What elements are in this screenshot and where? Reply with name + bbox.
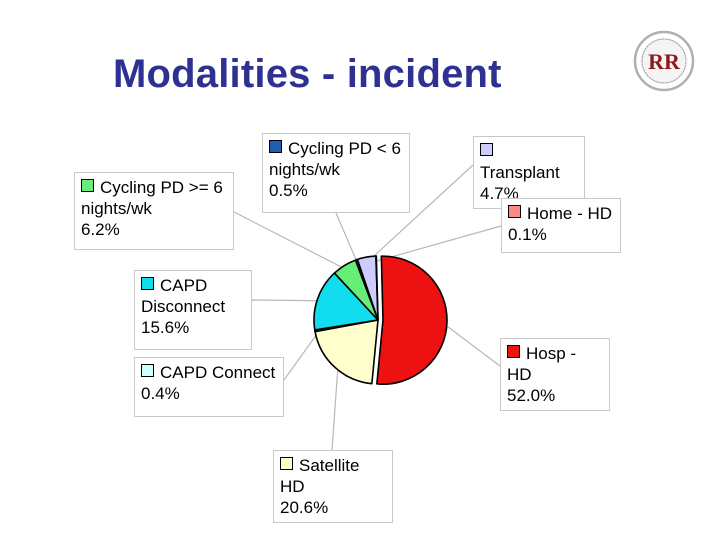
data-label-satellite-hd: Satellite HD 20.6% (273, 450, 393, 523)
legend-swatch (141, 277, 154, 290)
leader-line-capd-disconnect (251, 299, 323, 302)
legend-swatch (280, 457, 293, 470)
data-label-text: CAPD (141, 275, 245, 296)
data-label-text: CAPD Connect (141, 362, 277, 383)
data-label-value: 0.1% (508, 225, 547, 244)
leader-line-cycling-pd-6-nights-wk (233, 211, 348, 271)
data-label-text: Cycling PD >= 6 (81, 177, 227, 198)
leader-line-satellite-hd (331, 363, 339, 451)
leader-line-home-hd (376, 225, 502, 262)
data-label-name: Home - HD (527, 204, 613, 223)
data-label-text: Disconnect (141, 296, 245, 317)
rr-registry-seal-icon: RR (633, 30, 695, 92)
pie-slice-satellite-hd (314, 319, 379, 385)
page-title: Modalities - incident (113, 52, 502, 96)
data-label-hosp-hd: Hosp - HD 52.0% (500, 338, 610, 411)
data-label-name: Satellite HD (280, 456, 360, 496)
data-label-name: CAPD (160, 276, 208, 295)
data-label-value: 0.4% (141, 384, 180, 403)
data-label-transplant: Transplant 4.7% (473, 136, 585, 209)
data-label-text: Satellite HD (280, 455, 386, 497)
pie-slice-home-hd (375, 255, 379, 321)
data-label-text: nights/wk (81, 198, 227, 219)
data-label-name: nights/wk (269, 160, 340, 179)
data-label-home-hd: Home - HD 0.1% (501, 198, 621, 253)
data-label-value: 15.6% (141, 318, 190, 337)
data-label-text: Home - HD (508, 203, 614, 224)
legend-swatch (507, 345, 520, 358)
leader-line-transplant (367, 164, 474, 263)
leader-line-capd-connect (283, 329, 321, 381)
data-label-text: Transplant (480, 141, 578, 183)
data-label-value: 0.5% (269, 181, 308, 200)
legend-swatch (508, 205, 521, 218)
data-label-name: CAPD Connect (160, 363, 276, 382)
data-label-value: 6.2% (81, 220, 120, 239)
data-label-name: Cycling PD < 6 (288, 139, 401, 158)
legend-swatch (269, 140, 282, 153)
data-label-cycling-pd-6-nights-wk: Cycling PD < 6 nights/wk 0.5% (262, 133, 410, 213)
legend-swatch (480, 143, 493, 156)
data-label-name: Transplant (480, 163, 560, 182)
legend-swatch (81, 179, 94, 192)
data-label-cycling-pd-6-nights-wk: Cycling PD >= 6 nights/wk 6.2% (74, 172, 234, 250)
data-label-text: Hosp - HD (507, 343, 603, 385)
pie-slice-capd-disconnect (313, 272, 379, 331)
logo-text: RR (648, 49, 681, 74)
data-label-value: 52.0% (507, 386, 556, 405)
data-label-text: nights/wk (269, 159, 403, 180)
data-label-text: Cycling PD < 6 (269, 138, 403, 159)
data-label-value: 20.6% (280, 498, 329, 517)
leader-line-cycling-pd-6-nights-wk (335, 212, 359, 265)
data-label-capd-connect: CAPD Connect 0.4% (134, 357, 284, 417)
data-label-capd-disconnect: CAPD Disconnect 15.6% (134, 270, 252, 350)
legend-swatch (141, 364, 154, 377)
data-label-name: Disconnect (141, 297, 226, 316)
data-label-name: nights/wk (81, 199, 152, 218)
data-label-name: Cycling PD >= 6 (100, 178, 223, 197)
data-label-name: Hosp - HD (507, 344, 577, 384)
leader-line-hosp-hd (441, 321, 501, 367)
pie-slice-hosp-hd (376, 255, 448, 385)
